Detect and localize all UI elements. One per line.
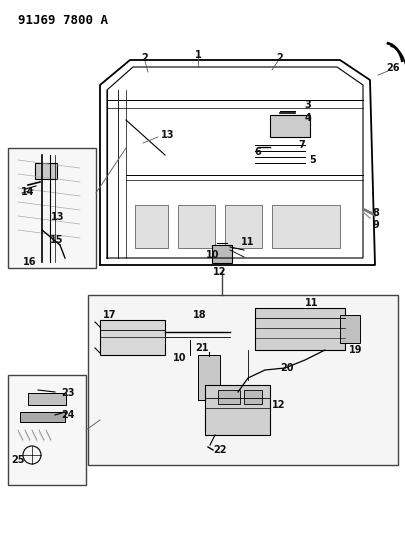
Bar	[243, 390, 261, 404]
Text: 23: 23	[61, 388, 75, 398]
Text: 13: 13	[161, 130, 174, 140]
Bar	[100, 320, 164, 355]
Bar	[269, 115, 309, 137]
Bar	[271, 205, 339, 248]
Text: 1: 1	[194, 50, 201, 60]
Bar	[8, 375, 86, 485]
Text: 5: 5	[309, 155, 315, 165]
Bar	[8, 148, 96, 268]
Bar	[35, 163, 57, 179]
Text: 25: 25	[11, 455, 25, 465]
Text: 11: 11	[241, 237, 254, 247]
Text: 10: 10	[206, 250, 219, 260]
Bar	[177, 205, 215, 248]
Text: 3: 3	[304, 100, 311, 110]
Text: 8: 8	[372, 208, 379, 218]
Text: 26: 26	[385, 63, 399, 73]
Bar	[20, 412, 65, 422]
Bar	[28, 393, 66, 405]
Text: 17: 17	[103, 310, 117, 320]
Text: 13: 13	[51, 212, 64, 222]
Bar	[339, 315, 359, 343]
Text: 7: 7	[298, 140, 305, 150]
Bar	[198, 355, 220, 400]
Bar	[211, 245, 231, 263]
Text: 16: 16	[23, 257, 37, 267]
Text: 15: 15	[50, 235, 64, 245]
Text: 24: 24	[61, 410, 75, 420]
Text: 9: 9	[372, 220, 378, 230]
Text: 10: 10	[173, 353, 186, 363]
Bar	[254, 308, 344, 350]
Text: 12: 12	[213, 267, 226, 277]
Bar	[217, 390, 239, 404]
Text: 14: 14	[21, 187, 35, 197]
Text: 2: 2	[276, 53, 283, 63]
Text: 21: 21	[195, 343, 208, 353]
Bar	[135, 205, 168, 248]
Text: 4: 4	[304, 113, 311, 123]
Bar	[205, 385, 269, 435]
Bar	[224, 205, 261, 248]
Text: 19: 19	[348, 345, 362, 355]
Text: 91J69 7800 A: 91J69 7800 A	[18, 14, 108, 27]
Text: 11: 11	[305, 298, 318, 308]
Bar	[88, 295, 397, 465]
Text: 18: 18	[193, 310, 206, 320]
Text: 6: 6	[254, 147, 261, 157]
Text: 2: 2	[141, 53, 148, 63]
Text: 20: 20	[279, 363, 293, 373]
Text: 12: 12	[272, 400, 285, 410]
Text: 22: 22	[213, 445, 226, 455]
